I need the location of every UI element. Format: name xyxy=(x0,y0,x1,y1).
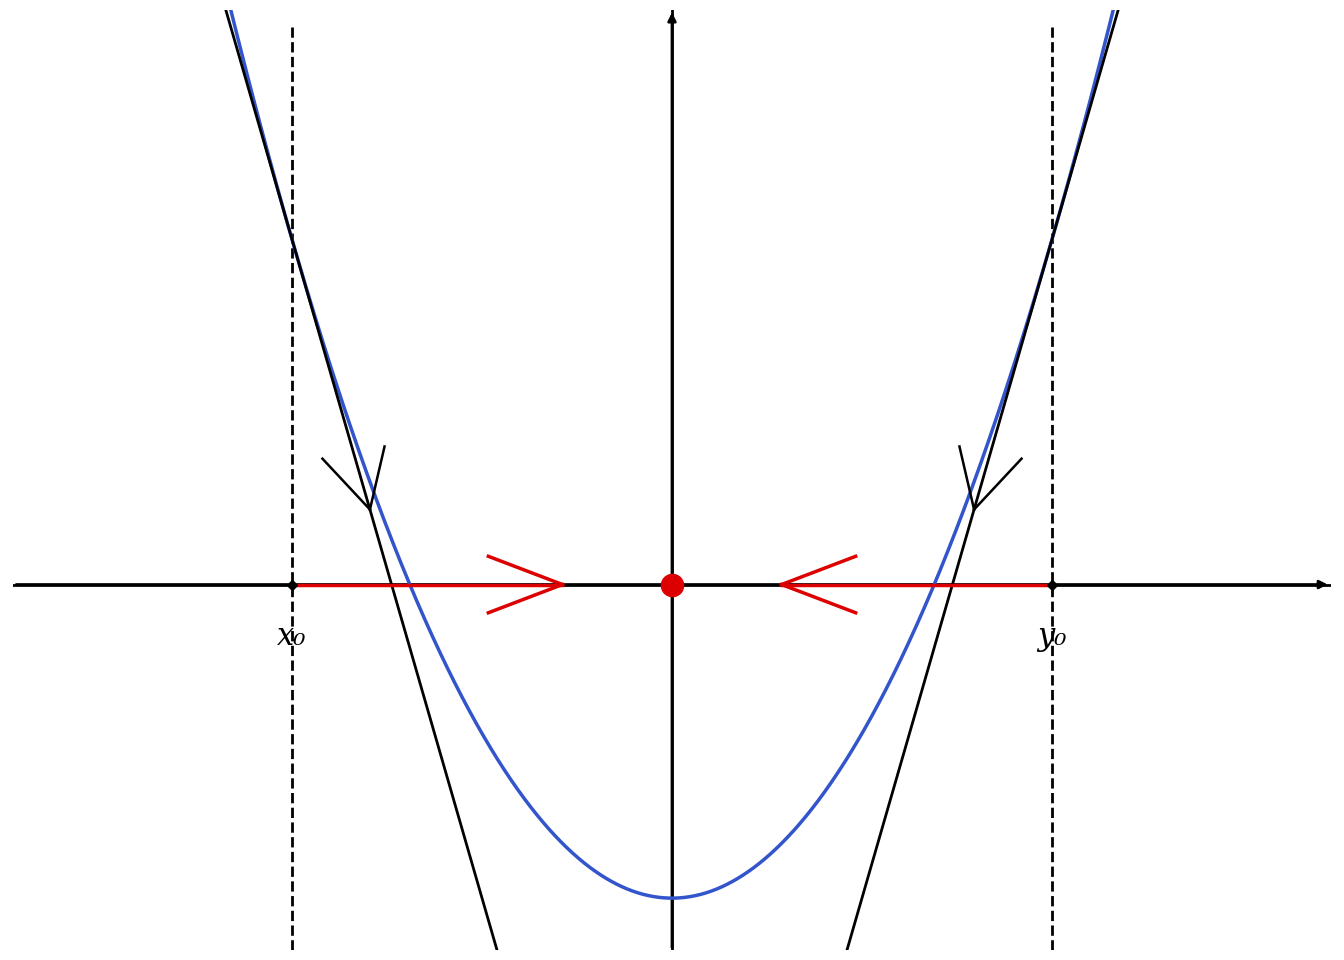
Text: y₀: y₀ xyxy=(1038,621,1067,652)
Text: x₀: x₀ xyxy=(277,621,306,652)
